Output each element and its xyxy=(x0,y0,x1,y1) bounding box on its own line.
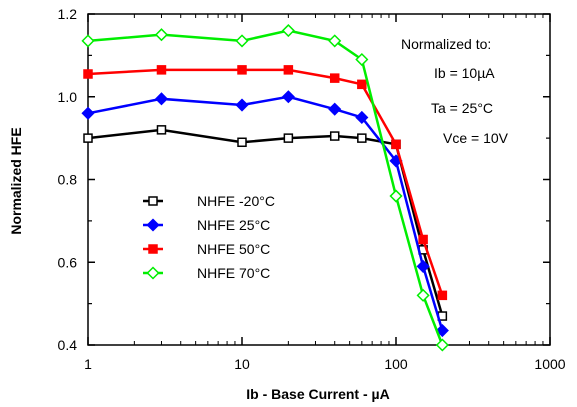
data-point xyxy=(357,133,367,143)
series-layer xyxy=(81,23,449,352)
y-tick-label: 1.2 xyxy=(58,6,78,22)
x-tick-label: 100 xyxy=(384,356,408,372)
y-tick-label: 0.4 xyxy=(58,337,78,353)
data-point xyxy=(283,133,294,143)
data-point xyxy=(156,125,167,135)
annotation-normalized-to: Normalized to: xyxy=(401,36,491,52)
legend-label: NHFE 50°C xyxy=(197,241,270,257)
legend-item-1: NHFE 25°C xyxy=(143,217,270,233)
y-tick-label: 0.6 xyxy=(58,254,78,270)
data-point xyxy=(416,288,430,302)
x-axis-title: Ib - Base Current - µA xyxy=(246,386,389,402)
y-tick-label: 1.0 xyxy=(58,89,78,105)
data-point xyxy=(437,290,448,301)
data-point xyxy=(389,189,403,203)
data-point xyxy=(328,102,342,116)
legend: NHFE -20°C NHFE 25°C NHFE 50°C NHFE 70°C xyxy=(143,193,275,281)
data-point xyxy=(83,69,93,79)
y-axis: 0.4 0.6 0.8 1.0 1.2 xyxy=(58,6,550,353)
x-axis: 1 10 100 1000 xyxy=(84,14,566,372)
data-point xyxy=(435,323,449,338)
plot-border xyxy=(87,13,551,346)
data-point xyxy=(237,65,247,75)
legend-label: NHFE -20°C xyxy=(197,193,275,209)
legend-swatch-marker xyxy=(146,218,160,232)
data-point xyxy=(281,90,295,104)
x-tick-label: 1000 xyxy=(534,356,565,372)
data-point xyxy=(237,137,247,148)
data-point xyxy=(156,65,167,75)
data-point xyxy=(235,98,249,112)
annotation-vce: Vce = 10V xyxy=(443,130,509,146)
legend-item-2: NHFE 50°C xyxy=(143,241,270,257)
data-point xyxy=(235,34,249,48)
data-point xyxy=(283,65,294,75)
data-point xyxy=(435,338,449,352)
annotation-ta: Ta = 25°C xyxy=(431,100,493,116)
data-point xyxy=(418,234,428,245)
data-point xyxy=(83,133,93,143)
plot-frame xyxy=(87,13,551,346)
data-point xyxy=(329,131,340,141)
data-point xyxy=(328,34,342,48)
legend-item-3: NHFE 70°C xyxy=(143,265,270,281)
data-point xyxy=(391,139,401,150)
legend-label: NHFE 70°C xyxy=(197,265,270,281)
data-point xyxy=(416,259,430,273)
legend-swatch-marker xyxy=(148,196,158,206)
series-3 xyxy=(81,23,449,352)
data-point xyxy=(355,52,369,67)
x-tick-label: 1 xyxy=(84,356,92,372)
legend-swatch-marker xyxy=(148,244,158,254)
data-point xyxy=(357,79,367,90)
data-point xyxy=(154,92,169,106)
y-tick-label: 0.8 xyxy=(58,172,78,188)
data-point xyxy=(329,73,340,83)
series-line xyxy=(87,29,444,346)
data-point xyxy=(154,28,169,42)
annotation-ib: Ib = 10µA xyxy=(434,65,495,81)
series-1 xyxy=(81,90,449,338)
legend-label: NHFE 25°C xyxy=(197,217,270,233)
legend-item-0: NHFE -20°C xyxy=(143,193,275,209)
legend-swatch-marker xyxy=(146,266,160,280)
data-point xyxy=(355,110,369,124)
x-tick-label: 10 xyxy=(234,356,250,372)
data-point xyxy=(281,23,295,38)
data-point xyxy=(81,106,95,120)
annotation-box: Normalized to: Ib = 10µA Ta = 25°C Vce =… xyxy=(401,36,509,146)
series-2 xyxy=(83,65,448,301)
data-point xyxy=(81,34,95,48)
y-axis-title: Normalized HFE xyxy=(8,127,24,234)
